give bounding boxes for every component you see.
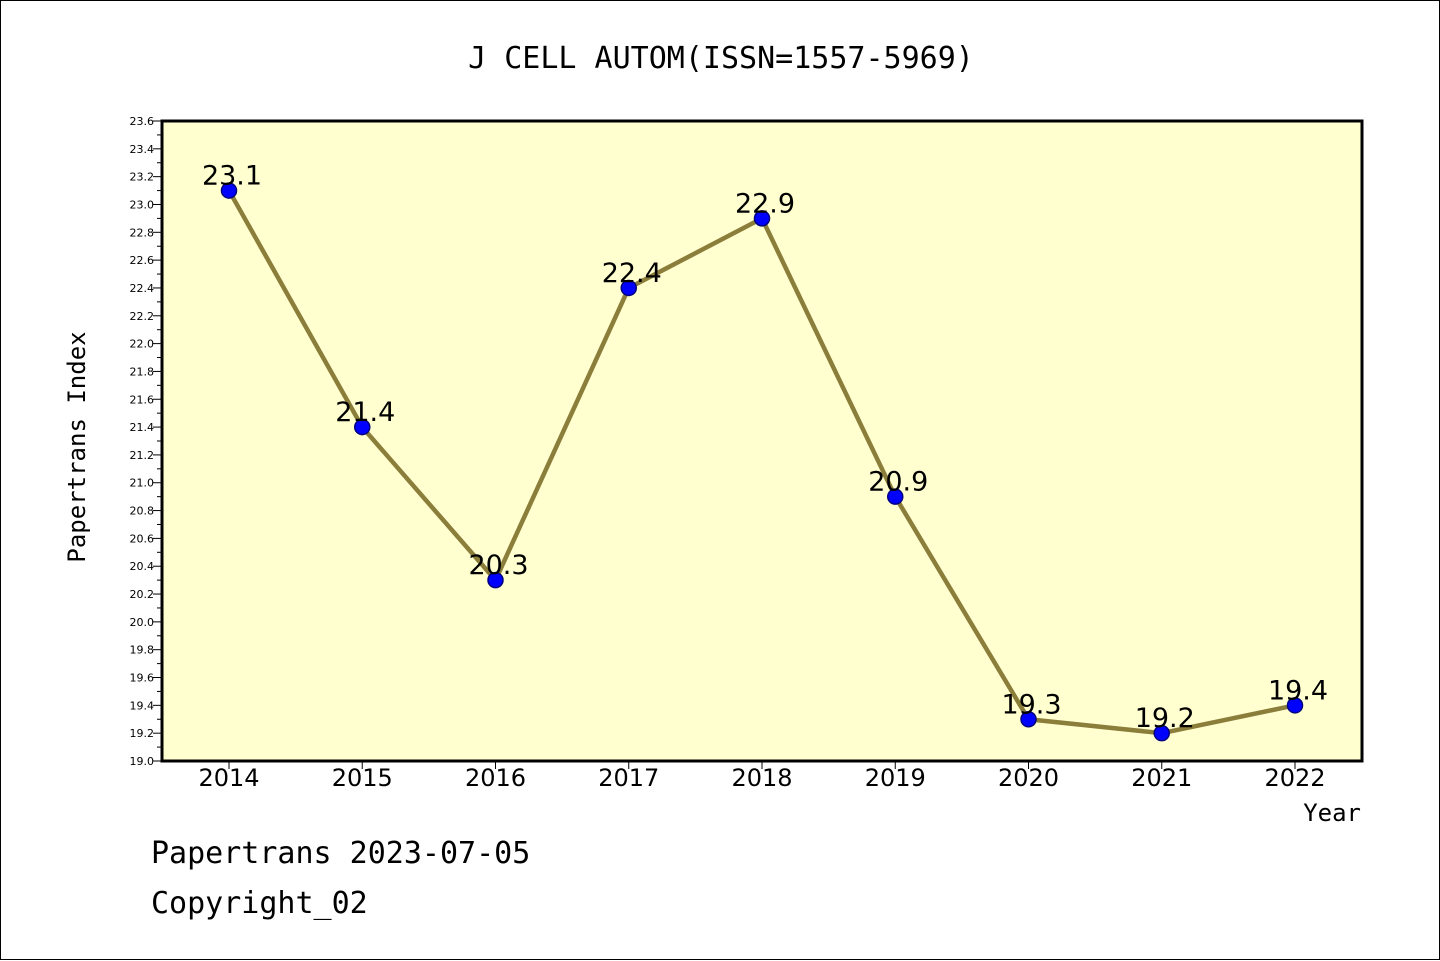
plot-area	[162, 121, 1362, 761]
data-point	[887, 488, 904, 505]
y-tick-label: 19.6	[130, 672, 155, 685]
y-tick-label: 22.6	[130, 254, 155, 267]
footer-date: Papertrans 2023-07-05	[151, 836, 531, 871]
y-tick-label: 21.8	[130, 365, 155, 378]
x-tick-label: 2014	[198, 764, 259, 792]
y-axis: 19.0 19.2 19.4 19.6 19.8 20.0 20.2 20.4 20.6 20.8…	[130, 115, 162, 768]
data-point	[620, 279, 637, 297]
series-layer: 23.1 21.4 20.3 22.4 22.9 20.9 19.3 19.2 19.4	[202, 161, 1328, 742]
y-tick-label: 19.0	[130, 755, 155, 768]
data-point	[753, 210, 771, 227]
data-label: 20.3	[468, 550, 528, 581]
y-tick-label: 20.0	[130, 616, 155, 629]
data-label: 20.9	[868, 467, 928, 498]
footer-copyright: Copyright_02	[151, 886, 368, 921]
y-tick-label: 22.0	[130, 338, 155, 351]
x-tick-label: 2021	[1131, 764, 1192, 792]
y-tick-label: 22.8	[130, 226, 155, 239]
data-point	[487, 571, 504, 589]
data-point	[354, 418, 371, 436]
plot-border	[160, 119, 1364, 763]
x-tick-label: 2015	[332, 764, 393, 792]
x-tick-label: 2018	[731, 764, 792, 792]
x-axis-title: Year	[1303, 799, 1361, 827]
data-point	[1286, 697, 1304, 714]
y-tick-label: 19.4	[130, 699, 155, 712]
x-tick-label: 2017	[598, 764, 659, 792]
y-tick-label: 20.2	[130, 588, 155, 601]
y-tick-label: 22.2	[130, 310, 155, 323]
data-label: 22.9	[735, 188, 795, 219]
y-tick-label: 21.4	[130, 421, 155, 434]
data-label: 19.2	[1135, 703, 1195, 734]
y-tick-label: 21.0	[130, 477, 155, 490]
data-label: 19.3	[1001, 689, 1061, 720]
data-label: 22.4	[602, 258, 662, 289]
y-tick-label: 21.2	[130, 449, 155, 462]
data-point	[1020, 711, 1037, 728]
data-label: 23.1	[202, 161, 262, 192]
x-tick-label: 2016	[465, 764, 526, 792]
data-label: 19.4	[1268, 675, 1328, 706]
y-tick-label: 22.4	[130, 282, 155, 295]
y-tick-label: 20.8	[130, 505, 155, 518]
y-tick-label: 23.4	[130, 143, 155, 156]
y-tick-label: 20.4	[130, 560, 155, 573]
y-tick-label: 21.6	[130, 393, 155, 406]
data-point	[1153, 724, 1170, 742]
y-tick-label: 23.2	[130, 171, 155, 184]
data-point	[220, 182, 238, 199]
x-tick-label: 2019	[865, 764, 926, 792]
chart-title: J CELL AUTOM(ISSN=1557-5969)	[468, 41, 974, 76]
x-tick-label: 2020	[998, 764, 1059, 792]
y-axis-title: Papertrans Index	[63, 331, 91, 562]
data-label: 21.4	[335, 397, 395, 428]
y-tick-label: 19.8	[130, 644, 155, 657]
y-tick-label: 23.6	[130, 115, 155, 128]
y-tick-label: 20.6	[130, 532, 155, 545]
y-tick-label: 23.0	[130, 198, 155, 211]
y-tick-label: 19.2	[130, 727, 155, 740]
x-axis: 2014 2015 2016 2017 2018 2019 2020 2021 2022	[198, 761, 1326, 792]
x-tick-label: 2022	[1264, 764, 1325, 792]
